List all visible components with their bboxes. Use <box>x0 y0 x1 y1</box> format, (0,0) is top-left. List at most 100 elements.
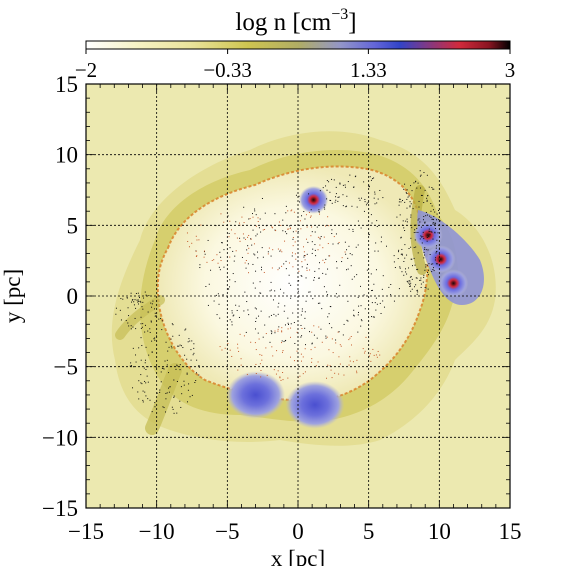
star-particle <box>309 269 311 271</box>
star-particle <box>356 370 358 372</box>
star-particle <box>290 284 292 286</box>
star-particle <box>285 212 287 214</box>
star-particle <box>335 193 337 195</box>
star-particle <box>142 301 144 303</box>
star-particle <box>424 247 426 249</box>
star-particle <box>163 368 165 370</box>
star-particle <box>334 372 336 374</box>
star-particle <box>229 247 231 249</box>
star-particle <box>172 324 174 326</box>
star-particle <box>348 245 350 247</box>
star-particle <box>317 236 319 238</box>
star-particle <box>311 241 313 243</box>
star-particle <box>366 202 368 204</box>
star-particle <box>277 248 279 250</box>
star-particle <box>344 184 346 186</box>
star-particle <box>411 278 413 280</box>
star-particle <box>388 286 390 288</box>
star-particle <box>323 286 325 288</box>
star-particle <box>300 324 302 326</box>
star-particle <box>271 331 273 333</box>
star-particle <box>135 307 137 309</box>
star-particle <box>375 354 377 356</box>
star-particle <box>223 221 225 223</box>
star-particle <box>247 309 249 311</box>
star-particle <box>321 308 323 310</box>
star-particle <box>193 352 195 354</box>
star-particle <box>367 233 369 235</box>
star-particle <box>326 189 328 191</box>
star-particle <box>373 197 375 199</box>
star-particle <box>175 368 177 370</box>
star-particle <box>336 267 338 269</box>
star-particle <box>224 347 226 349</box>
star-particle <box>177 345 179 347</box>
star-particle <box>436 245 438 247</box>
star-particle <box>341 261 343 263</box>
star-particle <box>338 196 340 198</box>
star-particle <box>393 261 395 263</box>
star-particle <box>250 341 252 343</box>
star-particle <box>231 312 233 314</box>
star-particle <box>145 382 147 384</box>
star-particle <box>327 364 329 366</box>
star-particle <box>317 302 319 304</box>
star-particle <box>255 214 257 216</box>
star-particle <box>385 245 387 247</box>
star-particle <box>419 170 421 172</box>
filament-southwest <box>145 363 182 435</box>
star-particle <box>148 354 150 356</box>
star-particle <box>255 349 257 351</box>
star-particle <box>138 300 140 302</box>
star-particle <box>296 350 298 352</box>
star-particle <box>373 177 375 179</box>
star-particle <box>281 265 283 267</box>
star-particle <box>286 233 288 235</box>
star-particle <box>327 316 329 318</box>
star-particle <box>265 333 267 335</box>
filament-west <box>115 295 165 340</box>
star-particle <box>283 292 285 294</box>
star-particle <box>256 233 258 235</box>
star-particle <box>347 181 349 183</box>
star-particle <box>349 356 351 358</box>
star-particle <box>404 183 406 185</box>
star-particle <box>410 237 412 239</box>
star-particle <box>257 217 259 219</box>
star-particle <box>434 211 436 213</box>
star-particle <box>411 227 413 229</box>
star-particle <box>372 316 374 318</box>
star-particle <box>406 198 408 200</box>
star-particle <box>185 328 187 330</box>
star-particle <box>351 254 353 256</box>
star-particle <box>360 227 362 229</box>
star-particle <box>362 348 364 350</box>
star-particle <box>433 270 435 272</box>
dense-clump <box>426 245 456 274</box>
star-particle <box>439 220 441 222</box>
star-particle <box>151 351 153 353</box>
star-particle <box>313 279 315 281</box>
star-particle <box>432 263 434 265</box>
star-particle <box>365 336 367 338</box>
star-particle <box>397 258 399 260</box>
star-particle <box>299 220 301 222</box>
star-particle <box>418 206 420 208</box>
star-particle <box>357 331 359 333</box>
star-particle <box>166 364 168 366</box>
star-particle <box>154 337 156 339</box>
star-particle <box>418 200 420 202</box>
star-particle <box>432 188 434 190</box>
star-particle <box>279 377 281 379</box>
star-particle <box>218 266 220 268</box>
star-particle <box>361 197 363 199</box>
star-particle <box>274 290 276 292</box>
star-particle <box>340 345 342 347</box>
star-particle <box>308 193 310 195</box>
star-particle <box>158 318 160 320</box>
star-particle <box>168 391 170 393</box>
star-particle <box>156 366 158 368</box>
star-particle <box>371 222 373 224</box>
star-particle <box>240 364 242 366</box>
star-particle <box>250 238 252 240</box>
